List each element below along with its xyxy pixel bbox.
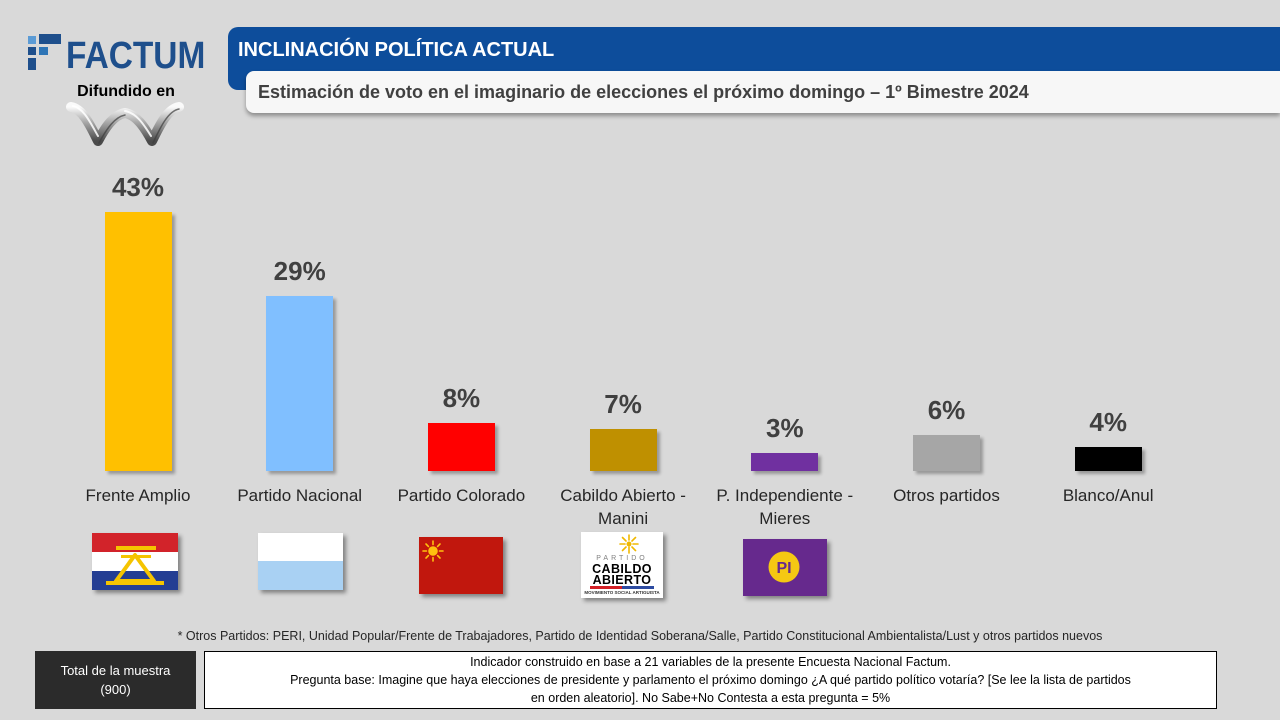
sample-size-box: Total de la muestra (900) [35, 651, 196, 709]
bar-frente-amplio [104, 212, 172, 471]
footnote: * Otros Partidos: PERI, Unidad Popular/F… [177, 629, 1103, 643]
page-subtitle: Estimación de voto en el imaginario de e… [258, 82, 1029, 102]
partido-nacional-flag [258, 533, 343, 590]
partido-independiente-logo: PI [743, 539, 827, 596]
cabildo-logo-line1: CABILDO [592, 562, 652, 576]
sun-icon [619, 534, 639, 554]
methodology-line: Indicador construido en base a 21 variab… [470, 655, 951, 669]
value-label-partido-nacional: 29% [273, 256, 326, 287]
value-label-frente-amplio: 43% [111, 172, 165, 202]
value-label-otros-partidos: 6% [927, 394, 966, 425]
frente-amplio-flag [92, 533, 178, 590]
cabildo-logo-line2: ABIERTO [592, 573, 652, 587]
sample-size-value: (900) [100, 682, 131, 697]
bar-blanco-anul [1074, 446, 1142, 471]
pi-logo-text: PI [776, 560, 791, 577]
cabildo-logo-stripe [590, 586, 654, 589]
category-label-otros-partidos: Otros partidos [893, 486, 1000, 505]
partido-colorado-flag [419, 537, 503, 594]
category-label-p-independiente-mieres: P. Independiente - Mieres [716, 486, 854, 528]
cabildo-abierto-logo: PARTIDO CABILDO ABIERTO MOVIMIENTO SOCIA… [581, 532, 663, 598]
sample-size-label: Total de la muestra [60, 663, 171, 678]
bar-cabildo-abierto-manini [589, 428, 657, 471]
category-label-partido-colorado: Partido Colorado [397, 486, 526, 505]
methodology-note: Indicador construido en base a 21 variab… [204, 651, 1217, 709]
subtitle-box: Estimación de voto en el imaginario de e… [246, 71, 1280, 113]
bar-p-independiente-mieres [751, 452, 819, 471]
value-label-cabildo-abierto-manini: 7% [604, 388, 642, 419]
value-label-p-independiente-mieres: 3% [766, 412, 804, 443]
category-label-blanco-anul: Blanco/Anul [1062, 486, 1154, 505]
page-title: INCLINACIÓN POLÍTICA ACTUAL [238, 39, 555, 61]
brand-name: FACTUM [66, 35, 206, 77]
bar-partido-colorado [427, 422, 495, 471]
category-label-frente-amplio: Frente Amplio [85, 486, 191, 505]
cabildo-logo-top-text: PARTIDO [596, 555, 648, 562]
category-label-partido-nacional: Partido Nacional [237, 486, 363, 505]
bar-chart: 43% Frente Amplio 29% Partido Nacional 8% Par… [85, 172, 1154, 528]
bar-partido-nacional [266, 296, 334, 471]
methodology-line: Pregunta base: Imagine que haya eleccion… [290, 673, 1131, 687]
factum-squares-icon [28, 34, 61, 70]
value-label-blanco-anul: 4% [1089, 406, 1127, 437]
cabildo-logo-tagline: MOVIMIENTO SOCIAL ARTIGUISTA [584, 590, 660, 595]
methodology-line: en orden aleatorio]. No Sabe+No Contesta… [530, 691, 891, 705]
disseminated-label: Difundido en [77, 83, 175, 100]
broadcaster-logo [66, 102, 184, 146]
category-label-cabildo-abierto-manini: Cabildo Abierto - Manini [560, 486, 686, 528]
value-label-partido-colorado: 8% [442, 382, 481, 413]
bar-otros-partidos [913, 434, 980, 471]
